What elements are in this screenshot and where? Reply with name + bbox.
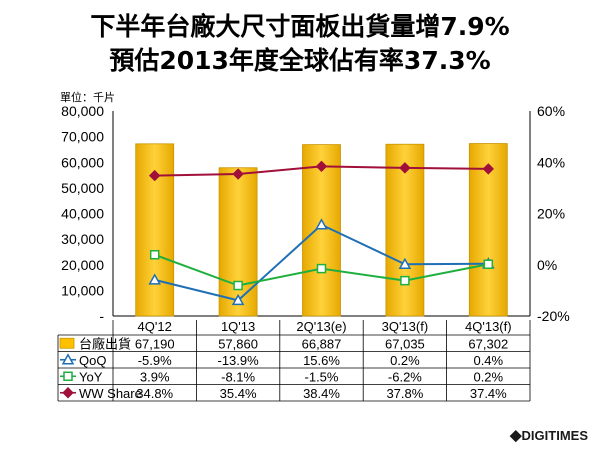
legend-marker-WW Share [62, 387, 74, 399]
legend-marker-QoQ [61, 353, 75, 365]
data-label-QoQ: -13.9% [217, 353, 259, 368]
chart-title-line2: 預估2013年度全球佔有率37.3% [109, 46, 491, 75]
point-QoQ [398, 257, 412, 269]
category-label: 1Q'13 [221, 319, 255, 334]
category-label: 4Q'13(f) [465, 319, 512, 334]
data-label-台廠出貨: 67,035 [385, 336, 425, 351]
chart-title-line1: 下半年台廠大尺寸面板出貨量增7.9% [90, 12, 510, 41]
data-label-台廠出貨: 67,302 [468, 336, 508, 351]
legend-label-YoY: YoY [79, 369, 103, 384]
left-axis-tick-label: 10,000 [61, 282, 104, 298]
legend-label-台廠出貨: 台廠出貨 [79, 336, 131, 351]
left-axis-tick-label: 60,000 [61, 154, 104, 170]
left-axis-tick-label: 40,000 [61, 206, 104, 222]
point-YoY [316, 263, 327, 274]
point-QoQ [148, 273, 161, 285]
data-label-WW Share: 34.8% [136, 386, 173, 401]
unit-label: 單位：千片 [60, 91, 115, 104]
data-label-YoY: -6.2% [388, 369, 422, 384]
data-label-QoQ: 0.2% [390, 353, 420, 368]
point-WW Share [399, 162, 411, 174]
data-label-QoQ: -5.9% [138, 353, 172, 368]
category-label: 2Q'13(e) [296, 319, 346, 334]
left-axis-tick-label: 20,000 [61, 257, 104, 273]
category-label: 3Q'13(f) [382, 319, 429, 334]
data-label-WW Share: 38.4% [303, 386, 340, 401]
right-axis-tick-label: 60% [537, 103, 565, 119]
point-QoQ [231, 293, 245, 306]
bar-台廠出貨 [135, 143, 175, 317]
point-YoY [149, 250, 160, 260]
data-label-台廠出貨: 67,190 [135, 336, 175, 351]
data-label-YoY: -1.5% [305, 369, 339, 384]
legend-key-台廠出貨 [59, 337, 75, 349]
data-label-台廠出貨: 66,887 [302, 336, 342, 351]
bar-台廠出貨 [218, 167, 258, 317]
legend-label-QoQ: QoQ [79, 353, 106, 368]
point-WW Share [232, 168, 244, 180]
data-label-WW Share: 37.8% [386, 386, 423, 401]
left-axis-tick-label: - [99, 308, 104, 324]
data-label-YoY: -8.1% [221, 369, 255, 384]
left-axis-tick-label: 50,000 [61, 180, 104, 196]
point-WW Share [482, 163, 495, 175]
point-WW Share [315, 160, 328, 173]
point-YoY [483, 259, 494, 269]
right-axis-tick-label: 40% [537, 154, 565, 170]
point-YoY [400, 275, 410, 286]
digitimes-logo: ◆DIGITIMES [510, 427, 588, 444]
data-label-QoQ: 15.6% [303, 353, 340, 368]
data-label-YoY: 0.2% [473, 369, 503, 384]
data-label-WW Share: 35.4% [220, 386, 257, 401]
data-label-台廠出貨: 57,860 [218, 336, 258, 351]
point-QoQ [315, 218, 328, 230]
right-axis-tick-label: -20% [537, 308, 570, 324]
legend-marker-YoY [63, 371, 73, 381]
point-WW Share [148, 169, 161, 182]
category-label: 4Q'12 [138, 319, 172, 334]
data-label-WW Share: 37.4% [470, 386, 507, 401]
data-label-YoY: 3.9% [140, 369, 170, 384]
right-axis-tick-label: 0% [537, 257, 557, 273]
left-axis-tick-label: 80,000 [61, 103, 104, 119]
left-axis-tick-label: 30,000 [61, 231, 104, 247]
right-axis-tick-label: 20% [537, 206, 565, 222]
data-label-QoQ: 0.4% [473, 353, 503, 368]
left-axis-tick-label: 70,000 [61, 129, 104, 145]
point-YoY [233, 280, 243, 291]
legend-label-WW Share: WW Share [79, 386, 142, 401]
